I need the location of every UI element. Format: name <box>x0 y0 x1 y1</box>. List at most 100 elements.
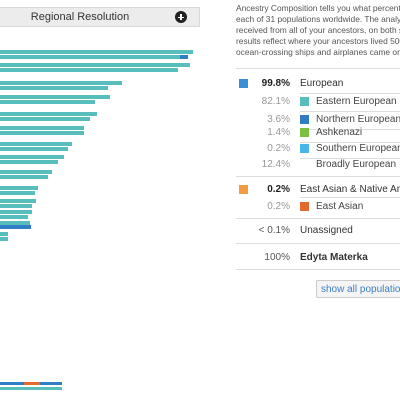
regional-resolution-label: Regional Resolution <box>30 11 130 23</box>
total-percent: 100% <box>264 252 290 263</box>
chromosome-segment <box>0 186 38 190</box>
population-percent: 99.8% <box>261 78 290 89</box>
divider <box>236 269 400 270</box>
population-row-east-asian-native-american[interactable]: 0.2% East Asian & Native Am <box>236 182 400 198</box>
population-row-northern-european[interactable]: 3.6% Northern European <box>236 112 400 128</box>
population-row-eastern-european[interactable]: 82.1% Eastern European <box>236 94 400 110</box>
chromosome-segment <box>0 142 72 146</box>
population-percent: 0.2% <box>267 201 290 212</box>
divider <box>236 176 400 177</box>
chromosome-bar <box>0 63 190 67</box>
chromosome-bar <box>0 86 108 90</box>
chromosome-segment <box>24 382 40 385</box>
chromosome-segment <box>0 126 84 130</box>
population-percent: < 0.1% <box>258 225 290 236</box>
eastern-european-swatch <box>300 97 309 106</box>
regional-resolution-bar[interactable]: Regional Resolution <box>0 7 200 27</box>
chromosome-bar <box>0 142 72 146</box>
chromosome-segment <box>0 55 180 59</box>
population-row-european[interactable]: 99.8% European <box>236 76 400 92</box>
chromosome-segment <box>0 175 48 179</box>
east-asian-sub-swatch <box>300 202 309 211</box>
chromosome-segment <box>0 170 52 174</box>
east-asian-swatch <box>239 185 248 194</box>
intro-text: Ancestry Composition tells you what perc… <box>236 3 400 58</box>
divider <box>236 68 400 69</box>
population-percent: 12.4% <box>261 159 290 170</box>
chromosome-bar <box>0 221 30 225</box>
divider <box>300 93 400 94</box>
profile-name: Edyta Materka <box>300 252 368 263</box>
chromosome-bar-x <box>0 382 62 390</box>
chromosome-bar <box>0 68 178 72</box>
chromosome-segment <box>0 191 35 195</box>
population-name: Southern European <box>316 143 400 154</box>
population-row-broadly-european[interactable]: 12.4% Broadly European <box>236 157 400 173</box>
divider <box>300 129 400 130</box>
chromosome-bar <box>0 215 28 219</box>
chromosome-bar <box>0 232 8 236</box>
chromosome-segment <box>0 131 84 135</box>
population-name: Eastern European <box>316 96 397 107</box>
chromosome-bar <box>0 126 84 130</box>
divider <box>236 218 400 219</box>
chromosome-bar <box>0 50 193 54</box>
total-row: 100% Edyta Materka <box>236 250 400 266</box>
chromosome-bar <box>0 81 122 85</box>
population-row-ashkenazi[interactable]: 1.4% Ashkenazi <box>236 125 400 141</box>
chromosome-segment <box>0 112 97 116</box>
population-name: Northern European <box>316 114 400 125</box>
chromosome-bar <box>0 117 90 121</box>
chromosome-segment <box>0 147 68 151</box>
chromosome-bar <box>0 131 84 135</box>
population-percent: 82.1% <box>261 96 290 107</box>
chromosome-bar <box>0 170 52 174</box>
chromosome-segment <box>40 382 62 385</box>
population-name: Broadly European <box>316 159 397 170</box>
chromosome-bar <box>0 186 38 190</box>
divider <box>300 142 400 143</box>
chromosome-segment <box>0 221 30 225</box>
chromosome-bar <box>0 160 58 164</box>
chromosome-segment <box>0 204 32 208</box>
european-swatch <box>239 79 248 88</box>
population-row-east-asian[interactable]: 0.2% East Asian <box>236 199 400 215</box>
chromosome-bar <box>0 112 97 116</box>
chromosome-segment <box>0 50 193 54</box>
chromosome-segment <box>0 68 178 72</box>
chromosome-bar <box>0 100 95 104</box>
divider <box>300 158 400 159</box>
plus-circle-icon[interactable] <box>175 11 187 23</box>
chromosome-segment <box>0 100 95 104</box>
chromosome-segment <box>0 155 64 159</box>
chromosome-bar <box>0 95 110 99</box>
chromosome-segment <box>0 232 8 236</box>
intro-line: Ancestry Composition tells you what perc… <box>236 3 400 13</box>
population-percent: 0.2% <box>267 143 290 154</box>
chromosome-segment <box>0 95 110 99</box>
intro-line: received from all of your ancestors, on … <box>236 25 400 35</box>
population-row-unassigned[interactable]: < 0.1% Unassigned <box>236 223 400 239</box>
chromosome-bar <box>0 191 35 195</box>
chromosome-segment <box>0 215 28 219</box>
chromosome-segment <box>0 210 32 214</box>
divider <box>236 243 400 244</box>
chromosome-bar <box>0 175 48 179</box>
population-name: Ashkenazi <box>316 127 363 138</box>
intro-line: results reflect where your ancestors liv… <box>236 36 400 46</box>
chromosome-segment <box>0 225 31 229</box>
northern-european-swatch <box>300 115 309 124</box>
chromosome-bar <box>0 225 31 229</box>
chromosome-segment <box>0 237 8 241</box>
chromosome-segment <box>0 86 108 90</box>
chromosome-bar <box>0 155 64 159</box>
chromosome-segment <box>0 387 62 390</box>
population-percent: 0.2% <box>267 184 290 195</box>
show-all-populations-button[interactable]: show all populations <box>316 280 400 298</box>
chromosome-bar <box>0 147 68 151</box>
chromosome-segment <box>0 117 90 121</box>
population-row-southern-european[interactable]: 0.2% Southern European <box>236 141 400 157</box>
chromosome-segment <box>0 199 36 203</box>
population-name: European <box>300 78 344 89</box>
